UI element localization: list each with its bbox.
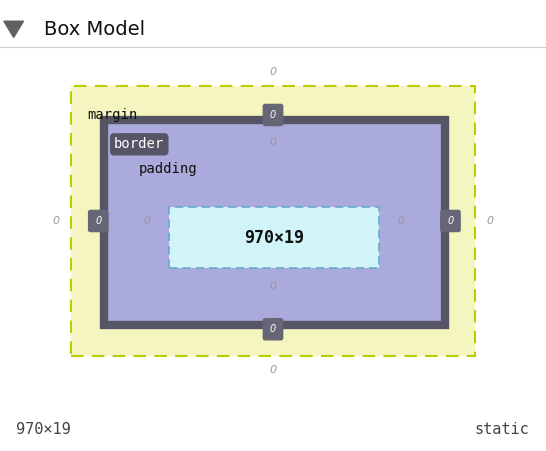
Text: margin: margin	[87, 108, 138, 122]
Text: 970×19: 970×19	[16, 423, 71, 437]
Bar	[71, 86, 475, 356]
Text: Box Model: Box Model	[44, 20, 145, 39]
Bar	[123, 140, 426, 309]
FancyBboxPatch shape	[88, 210, 109, 232]
Bar	[169, 207, 379, 268]
Text: 0: 0	[144, 216, 151, 226]
Text: 0: 0	[52, 216, 60, 226]
Text: 0: 0	[95, 216, 102, 226]
FancyBboxPatch shape	[263, 104, 283, 126]
Polygon shape	[4, 21, 23, 37]
Text: 0: 0	[269, 365, 277, 375]
Text: 0: 0	[447, 216, 454, 226]
Text: 0: 0	[486, 216, 494, 226]
Bar	[104, 120, 445, 325]
Text: 0: 0	[270, 110, 276, 120]
Text: 0: 0	[270, 324, 276, 334]
FancyBboxPatch shape	[263, 318, 283, 341]
Text: 970×19: 970×19	[245, 229, 304, 247]
Text: 0: 0	[269, 137, 277, 147]
Text: padding: padding	[139, 162, 198, 176]
Text: 0: 0	[269, 67, 277, 77]
Text: 0: 0	[397, 216, 405, 226]
Text: static: static	[475, 423, 530, 437]
Text: 0: 0	[269, 281, 277, 291]
Text: border: border	[114, 137, 164, 152]
FancyBboxPatch shape	[440, 210, 461, 232]
